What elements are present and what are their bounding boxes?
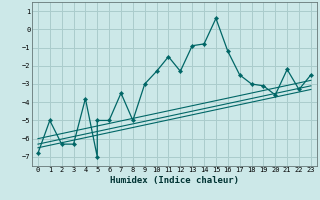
X-axis label: Humidex (Indice chaleur): Humidex (Indice chaleur) bbox=[110, 176, 239, 185]
